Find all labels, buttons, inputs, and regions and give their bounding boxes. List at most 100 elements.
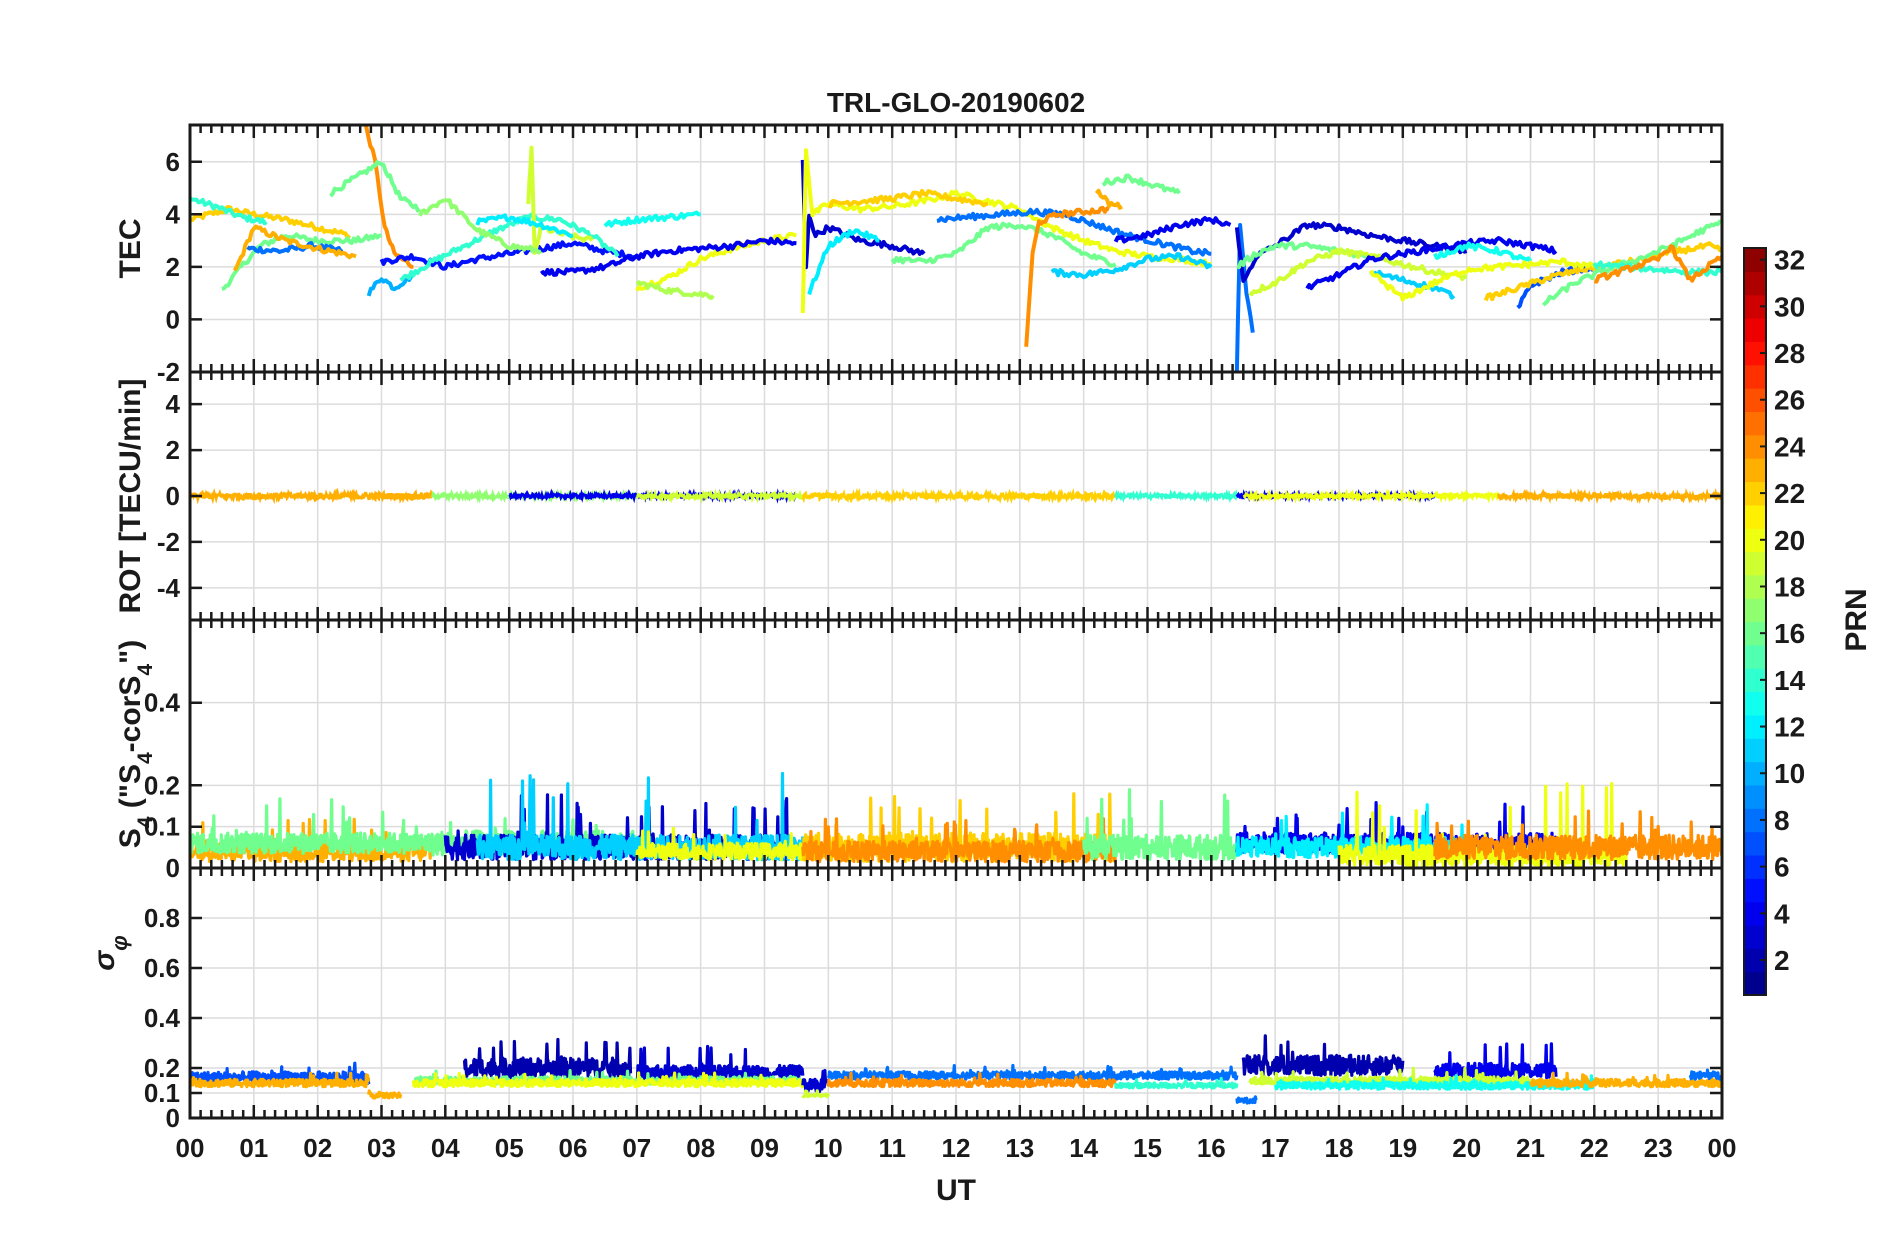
panel-2: -4 -2 0 2 4 ROT [TECU/min]	[114, 370, 1724, 622]
tec-series-prn-17	[417, 198, 543, 255]
tec-series-prn-13	[603, 210, 701, 228]
colorbar-segment	[1744, 504, 1766, 529]
y-tick-label: -2	[157, 357, 180, 387]
rot-series-prn-19	[635, 488, 805, 504]
colorbar-tick-label: 24	[1774, 431, 1806, 462]
s4-series-prn-20	[635, 826, 805, 862]
colorbar-tick-label: 6	[1774, 852, 1790, 883]
x-tick-label: 17	[1261, 1133, 1290, 1163]
x-tick-label: 15	[1133, 1133, 1162, 1163]
y-tick-label: 0.1	[144, 812, 180, 842]
colorbar-title: PRN	[1840, 588, 1873, 651]
tec-series-prn-22	[190, 204, 352, 240]
tec-series-prn-8	[1234, 223, 1255, 372]
sigma-phi-series-prn-19	[1248, 1066, 1533, 1086]
colorbar-tick-label: 30	[1774, 291, 1805, 322]
y-tick-label: 0.2	[144, 1053, 180, 1083]
colorbar-segment	[1744, 808, 1766, 833]
sigma-phi-series-prn-8	[1235, 1095, 1258, 1105]
colorbar-segment	[1744, 831, 1766, 856]
y-tick-label: 0	[166, 853, 180, 883]
tec-series-prn-16	[1541, 219, 1722, 307]
y-tick-label: 0.6	[144, 953, 180, 983]
panel-1: -2 0 2 4 6 TEC	[114, 123, 1724, 387]
colorbar-segment	[1744, 761, 1766, 786]
sigma-phi-series-prn-3	[801, 1069, 830, 1093]
s4-series-prn-12	[1235, 803, 1469, 860]
y-tick-label: 0	[166, 304, 180, 334]
colorbar-segment	[1744, 971, 1766, 996]
colorbar-segment	[1744, 341, 1766, 366]
tec-series-prn-13	[1433, 241, 1533, 263]
colorbar-segment	[1744, 574, 1766, 599]
x-tick-label: 20	[1452, 1133, 1481, 1163]
tec-series-prn-23	[1094, 188, 1124, 210]
y-tick-label: 0	[166, 481, 180, 511]
tec-series-prn-4	[1305, 236, 1558, 291]
colorbar-segment	[1744, 691, 1766, 716]
colorbar-segment	[1744, 924, 1766, 949]
colorbar-segment	[1744, 738, 1766, 763]
tec-series-prn-4	[1113, 216, 1232, 244]
x-tick-label: 01	[239, 1133, 268, 1163]
tec-series-prn-20	[800, 148, 1212, 314]
y-tick-label: 2	[166, 435, 180, 465]
colorbar-segment	[1744, 551, 1766, 576]
sigma-phi-series-prn-8	[826, 1063, 1239, 1081]
x-tick-label: 00	[1708, 1133, 1737, 1163]
tick-marks	[188, 372, 1724, 620]
sigma-phi-series-prn-19	[801, 1089, 830, 1099]
x-tick-label: 08	[686, 1133, 715, 1163]
tec-series-prn-14	[399, 212, 620, 282]
y-tick-label: 4	[166, 199, 181, 229]
x-tick-label: 00	[176, 1133, 205, 1163]
series-group	[190, 487, 1722, 505]
colorbar-tick-label: 10	[1774, 758, 1805, 789]
y-tick-label: 4	[166, 389, 181, 419]
colorbar-segment	[1744, 271, 1766, 296]
x-tick-label: 02	[303, 1133, 332, 1163]
colorbar-segment	[1744, 364, 1766, 389]
tec-series-prn-5	[379, 240, 638, 271]
colorbar-segment	[1744, 901, 1766, 926]
sigma-phi-series-prn-4	[1433, 1042, 1558, 1080]
figure-title: TRL-GLO-20190602	[827, 87, 1085, 118]
y-tick-label: 0.8	[144, 903, 180, 933]
y-tick-label: -4	[157, 573, 181, 603]
tec-series-prn-3	[800, 159, 926, 270]
s4-series-prn-24	[801, 817, 1118, 864]
x-tick-label: 07	[622, 1133, 651, 1163]
colorbar-segment	[1744, 878, 1766, 903]
colorbar-tick-label: 16	[1774, 618, 1805, 649]
rot-series-prn-20	[1242, 488, 1501, 504]
tec-series-prn-24	[1024, 205, 1110, 347]
x-tick-label: 09	[750, 1133, 779, 1163]
colorbar-tick-label: 14	[1774, 665, 1806, 696]
colorbar-tick-label: 8	[1774, 805, 1790, 836]
rot-series-prn-14	[1114, 488, 1239, 504]
rot-series-prn-23	[190, 487, 434, 505]
sigma-phi-series-prn-2	[1241, 1034, 1405, 1077]
y-axis-title-4: σφ	[88, 935, 132, 970]
tec-series-prn-11	[1050, 252, 1213, 280]
colorbar-tick-label: 26	[1774, 385, 1805, 416]
sigma-phi-series-prn-23	[190, 1071, 371, 1089]
series-group	[190, 1034, 1722, 1105]
x-tick-label: 12	[942, 1133, 971, 1163]
sigma-phi-series-prn-8	[1688, 1068, 1722, 1081]
x-tick-label: 04	[431, 1133, 460, 1163]
y-tick-label: 0.4	[144, 1003, 181, 1033]
colorbar-segment	[1744, 318, 1766, 342]
x-tick-label: 14	[1069, 1133, 1098, 1163]
rot-series-prn-22	[801, 487, 1117, 505]
x-tick-label: 23	[1644, 1133, 1673, 1163]
x-tick-labels: 00 01 02 03 04 05 06 07 08 09 10 11 12 13 14 15 16 17 18 19…	[176, 1133, 1737, 1163]
colorbar-segment	[1744, 411, 1766, 436]
colorbar-segment	[1744, 388, 1766, 412]
colorbar-segment	[1744, 481, 1766, 506]
tec-series-prn-10	[366, 273, 415, 297]
sigma-phi-series-prn-23	[1528, 1071, 1722, 1089]
